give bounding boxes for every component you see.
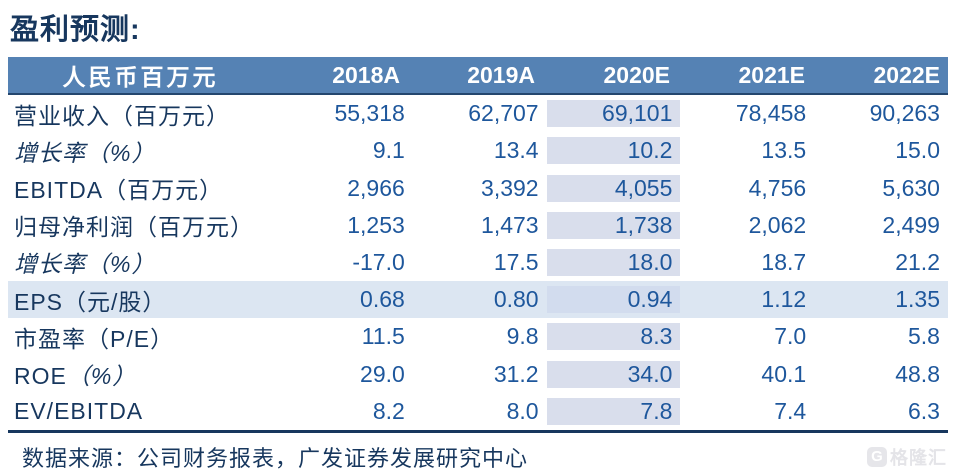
table-body: 营业收入（百万元） 55,318 62,707 69,101 78,458 90… xyxy=(8,95,948,433)
cell-value: 0.68 xyxy=(360,286,405,313)
table-header-row: 人民币百万元 2018A 2019A 2020E 2021E 2022E xyxy=(8,57,948,95)
cell-value: -17.0 xyxy=(352,248,405,275)
column-header-unit: 人民币百万元 xyxy=(62,64,219,90)
cell-value: 5,630 xyxy=(882,174,940,201)
table-row-ebitda: EBITDA（百万元） 2,966 3,392 4,055 4,756 5,63… xyxy=(8,169,948,206)
cell-value: 10.2 xyxy=(546,137,681,165)
cell-value: 62,707 xyxy=(468,100,539,127)
table-row-pe: 市盈率（P/E） 11.5 9.8 8.3 7.0 5.8 xyxy=(8,318,948,355)
cell-value: 9.1 xyxy=(372,137,405,164)
cell-value: 1.35 xyxy=(895,286,940,313)
column-header-2019a: 2019A xyxy=(467,61,535,88)
row-label: EBITDA（百万元） xyxy=(14,177,224,204)
row-label: 归母净利润（百万元） xyxy=(14,214,254,241)
cell-value: 7.4 xyxy=(774,397,807,424)
watermark-brand-text: 格隆汇 xyxy=(890,448,947,468)
cell-value: 21.2 xyxy=(895,248,940,275)
cell-value: 1,738 xyxy=(546,211,681,239)
table-row-roe: ROE（%） 29.0 31.2 34.0 40.1 48.8 xyxy=(8,356,948,393)
data-source-note: 数据来源：公司财务报表，广发证券发展研究中心 xyxy=(22,446,529,471)
cell-value: 5.8 xyxy=(908,323,940,350)
cell-value: 7.8 xyxy=(546,397,681,425)
cell-value: 31.2 xyxy=(493,360,539,387)
column-header-2022e: 2022E xyxy=(873,61,940,88)
cell-value: 48.8 xyxy=(895,360,940,387)
cell-value: 29.0 xyxy=(360,360,405,387)
cell-value: 1.12 xyxy=(761,286,807,313)
profit-forecast-table: 人民币百万元 2018A 2019A 2020E 2021E 2022E 营业收… xyxy=(8,57,948,433)
cell-value: 34.0 xyxy=(546,360,681,388)
row-label-main: ROE xyxy=(14,363,67,390)
table-row-ev-ebitda: EV/EBITDA 8.2 8.0 7.8 7.4 6.3 xyxy=(8,393,948,430)
cell-value: 0.94 xyxy=(546,286,681,314)
gelonghui-watermark: G 格隆汇 xyxy=(867,444,947,470)
cell-value: 0.80 xyxy=(493,286,539,313)
cell-value: 1,253 xyxy=(347,211,405,238)
gelonghui-logo-icon: G xyxy=(867,447,887,467)
table-row-revenue-growth: 增长率（%） 9.1 13.4 10.2 13.5 15.0 xyxy=(8,132,948,169)
cell-value: 78,458 xyxy=(735,100,807,127)
row-label: EV/EBITDA xyxy=(14,397,144,424)
page-title: 盈利预测: xyxy=(10,14,141,46)
cell-value: 69,101 xyxy=(546,100,681,128)
cell-value: 55,318 xyxy=(334,100,405,127)
row-label: 营业收入（百万元） xyxy=(14,102,230,129)
table-row-net-profit: 归母净利润（百万元） 1,253 1,473 1,738 2,062 2,499 xyxy=(8,207,948,244)
column-header-2018a: 2018A xyxy=(332,61,400,88)
row-label: 增长率（%） xyxy=(14,251,156,278)
cell-value: 2,966 xyxy=(347,174,405,201)
cell-value: 15.0 xyxy=(895,137,940,164)
row-label: EPS（元/股） xyxy=(14,288,167,315)
cell-value: 18.0 xyxy=(546,248,681,276)
cell-value: 40.1 xyxy=(761,360,807,387)
cell-value: 4,756 xyxy=(748,174,807,201)
cell-value: 6.3 xyxy=(908,397,940,424)
table-row-profit-growth: 增长率（%） -17.0 17.5 18.0 18.7 21.2 xyxy=(8,244,948,281)
cell-value: 8.0 xyxy=(506,397,539,424)
table-row-eps: EPS（元/股） 0.68 0.80 0.94 1.12 1.35 xyxy=(8,281,948,319)
cell-value: 8.3 xyxy=(546,323,681,351)
cell-value: 11.5 xyxy=(361,323,405,350)
column-header-2020e: 2020E xyxy=(603,61,670,88)
row-label: ROE（%） xyxy=(8,357,279,391)
column-header-2021e: 2021E xyxy=(738,61,805,88)
cell-value: 4,055 xyxy=(546,174,681,202)
cell-value: 13.4 xyxy=(493,137,539,164)
cell-value: 17.5 xyxy=(493,248,539,275)
table-row-revenue: 营业收入（百万元） 55,318 62,707 69,101 78,458 90… xyxy=(8,95,948,132)
cell-value: 2,499 xyxy=(882,211,940,238)
cell-value: 13.5 xyxy=(761,137,807,164)
cell-value: 1,473 xyxy=(481,211,539,238)
row-label: 增长率（%） xyxy=(14,139,156,166)
cell-value: 3,392 xyxy=(481,174,539,201)
row-label: 市盈率（P/E） xyxy=(14,325,175,352)
cell-value: 7.0 xyxy=(774,323,807,350)
cell-value: 8.2 xyxy=(372,397,405,424)
cell-value: 18.7 xyxy=(761,248,807,275)
cell-value: 2,062 xyxy=(748,211,807,238)
row-label-suffix: （%） xyxy=(66,363,137,390)
cell-value: 90,263 xyxy=(869,100,940,127)
cell-value: 9.8 xyxy=(506,323,539,350)
